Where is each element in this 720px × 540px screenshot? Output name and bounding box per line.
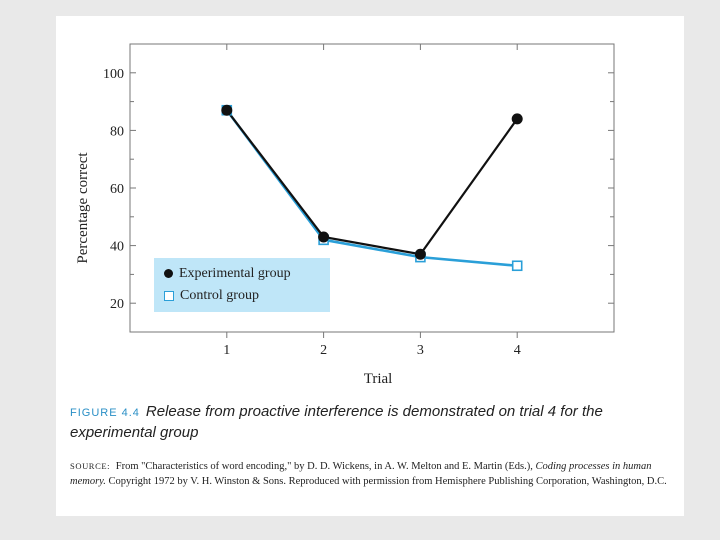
legend-item-control: Control group — [164, 288, 259, 304]
legend-label-control: Control group — [180, 288, 259, 303]
x-tick-label: 3 — [417, 343, 424, 358]
y-axis-label: Percentage correct — [75, 152, 91, 264]
y-tick-label: 80 — [110, 124, 124, 139]
data-point-experimental — [318, 231, 330, 243]
figure-label: FIGURE 4.4 — [70, 407, 140, 419]
x-axis-label: Trial — [364, 371, 393, 387]
figure-caption: FIGURE 4.4 Release from proactive interfe… — [70, 402, 670, 442]
line-chart: 20 40 60 80 100 1 2 3 4 Trial Percentage correct — [75, 43, 615, 387]
filled-circle-icon — [164, 269, 173, 279]
figure-panel: 20 40 60 80 100 1 2 3 4 Trial Percentage correct E… — [56, 16, 684, 516]
y-tick-label: 100 — [103, 67, 124, 82]
x-tick-label: 1 — [223, 343, 230, 358]
caption-text: Release from proactive interference is d… — [70, 403, 603, 441]
x-tick-label: 4 — [514, 343, 521, 358]
series-line-control — [225, 109, 518, 268]
data-point-experimental — [221, 104, 233, 116]
x-tick-label: 2 — [320, 343, 327, 358]
legend: Experimental group Control group — [154, 258, 330, 312]
source-text-1: From "Characteristics of word encoding,"… — [115, 461, 533, 472]
legend-item-experimental: Experimental group — [164, 266, 291, 282]
legend-label-experimental: Experimental group — [179, 266, 291, 281]
y-tick-label: 20 — [110, 297, 124, 312]
open-square-icon — [164, 290, 174, 301]
data-point-experimental — [414, 248, 426, 260]
source-label: SOURCE: — [70, 461, 111, 471]
source-book-title: Coding processes in human memory. — [70, 461, 652, 487]
series-line-experimental — [225, 109, 519, 256]
source-text-2: Copyright 1972 by V. H. Winston & Sons. … — [108, 476, 667, 487]
source-note: SOURCE: From "Characteristics of word en… — [70, 459, 678, 489]
y-tick-label: 40 — [110, 240, 124, 255]
data-point-control — [511, 260, 523, 272]
y-tick-label: 60 — [110, 182, 124, 197]
data-point-experimental — [511, 113, 523, 125]
